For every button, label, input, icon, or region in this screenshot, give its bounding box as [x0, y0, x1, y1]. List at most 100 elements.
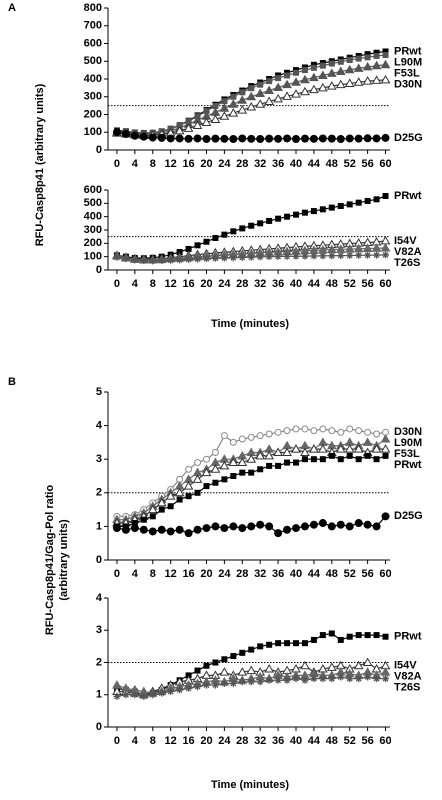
marker: [300, 86, 310, 96]
marker: [131, 691, 139, 699]
marker: [355, 251, 363, 259]
marker: [247, 134, 256, 143]
x-tick-label: 44: [308, 568, 321, 580]
marker: [158, 689, 166, 697]
marker: [282, 79, 292, 89]
marker: [301, 456, 308, 463]
marker: [380, 434, 391, 443]
x-tick-label: 60: [379, 158, 391, 170]
x-tick-label: 24: [218, 735, 231, 747]
marker: [239, 225, 246, 232]
marker: [230, 473, 237, 479]
marker: [335, 79, 346, 89]
x-tick-label: 32: [254, 735, 266, 747]
marker: [300, 447, 310, 456]
series-label: L90M: [394, 56, 422, 68]
marker: [257, 81, 264, 88]
marker: [362, 243, 373, 253]
marker: [157, 133, 166, 142]
marker: [131, 256, 139, 264]
marker: [363, 520, 372, 529]
marker: [372, 134, 381, 143]
marker: [291, 77, 301, 86]
marker: [246, 91, 257, 101]
y-tick-label: 600: [84, 184, 102, 196]
marker: [266, 78, 273, 85]
x-tick-label: 4: [132, 735, 139, 747]
marker: [292, 524, 300, 533]
series: [113, 630, 389, 698]
marker: [364, 197, 371, 204]
y-tick-label: 400: [84, 73, 102, 85]
marker: [175, 134, 184, 143]
marker: [293, 640, 299, 647]
marker: [203, 238, 210, 245]
y-tick-label: 300: [84, 224, 102, 236]
marker: [354, 519, 363, 528]
marker: [310, 61, 317, 68]
marker: [149, 513, 156, 520]
marker: [256, 678, 264, 686]
marker: [256, 432, 264, 440]
marker: [344, 78, 355, 87]
series: [112, 512, 390, 538]
series: [113, 251, 390, 265]
marker: [284, 640, 291, 647]
marker: [239, 469, 246, 476]
marker: [275, 215, 282, 222]
marker: [257, 643, 264, 650]
x-tick-label: 40: [290, 278, 302, 290]
marker: [211, 522, 220, 531]
series-label: PRwt: [394, 190, 422, 202]
x-tick-label: 16: [182, 568, 194, 580]
marker: [184, 529, 193, 538]
marker: [326, 662, 337, 671]
marker: [221, 476, 228, 483]
x-tick-label: 60: [379, 568, 391, 580]
marker: [319, 425, 327, 433]
marker: [317, 82, 328, 92]
x-tick-label: 40: [290, 568, 302, 580]
marker: [220, 254, 228, 262]
x-tick-label: 32: [254, 158, 266, 170]
marker: [221, 656, 228, 663]
x-tick-label: 28: [236, 568, 248, 580]
marker: [284, 72, 291, 79]
marker: [221, 98, 228, 105]
marker: [166, 527, 175, 536]
marker: [194, 667, 201, 674]
marker: [202, 524, 211, 533]
marker: [113, 692, 121, 700]
y-tick-label: 500: [84, 55, 102, 67]
x-tick-label: 56: [361, 735, 373, 747]
marker: [149, 257, 157, 265]
series: [112, 444, 391, 527]
marker: [301, 67, 308, 74]
x-tick-label: 12: [165, 278, 177, 290]
marker: [371, 60, 382, 70]
marker: [203, 662, 210, 669]
marker: [337, 203, 344, 209]
marker: [246, 665, 257, 675]
marker: [131, 520, 138, 527]
marker: [309, 84, 319, 94]
marker: [373, 632, 380, 639]
x-tick-label: 60: [379, 735, 391, 747]
x-axis-title: Time (minutes): [211, 779, 289, 791]
x-tick-label: 56: [361, 278, 373, 290]
marker: [346, 633, 353, 640]
marker: [167, 688, 175, 696]
marker: [283, 134, 292, 143]
x-tick-label: 32: [254, 278, 266, 290]
marker: [176, 256, 184, 264]
marker: [230, 93, 237, 100]
marker: [183, 481, 194, 490]
marker: [139, 132, 148, 141]
marker: [381, 133, 390, 142]
marker: [380, 74, 391, 84]
marker: [228, 108, 239, 117]
marker: [257, 466, 264, 473]
marker: [327, 134, 336, 143]
marker: [300, 134, 309, 143]
